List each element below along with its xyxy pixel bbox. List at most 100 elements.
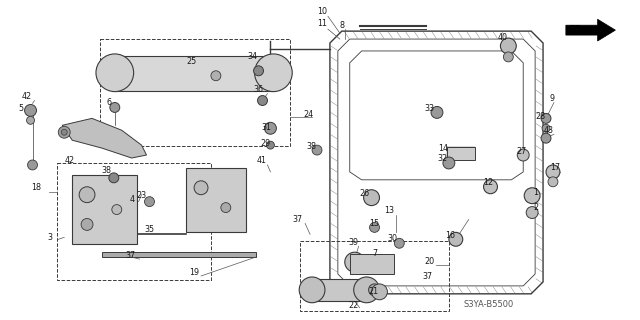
Text: 16: 16 [445,231,455,240]
Bar [186,168,246,232]
Text: 30: 30 [387,234,397,243]
Text: 23: 23 [136,191,147,200]
Circle shape [369,284,380,296]
Circle shape [541,133,551,143]
Circle shape [548,177,558,187]
Circle shape [264,122,276,134]
Text: 3: 3 [48,233,53,242]
Circle shape [253,66,264,76]
Circle shape [517,149,529,161]
Text: 7: 7 [372,249,377,258]
Text: 31: 31 [262,123,271,132]
Text: 34: 34 [248,52,257,61]
Circle shape [221,203,231,212]
Circle shape [96,54,134,92]
Text: 39: 39 [349,238,359,247]
Circle shape [372,284,387,300]
Circle shape [443,157,455,169]
Bar [300,241,449,311]
Bar [312,279,367,301]
Text: 15: 15 [369,219,380,228]
Circle shape [79,187,95,203]
Circle shape [24,105,36,116]
Text: 8: 8 [339,21,344,30]
Circle shape [194,181,208,195]
Text: 24: 24 [303,110,313,119]
Text: 17: 17 [550,164,560,172]
Circle shape [27,116,35,124]
Circle shape [524,188,540,204]
Text: 37: 37 [422,272,432,282]
Text: 28: 28 [535,112,545,121]
Circle shape [449,232,463,246]
Circle shape [110,102,120,112]
Circle shape [364,190,380,206]
Circle shape [28,160,38,170]
Circle shape [58,126,70,138]
Text: 25: 25 [186,57,196,66]
Circle shape [211,71,221,81]
Circle shape [109,173,119,183]
Text: 41: 41 [257,156,266,165]
Circle shape [61,129,67,135]
Circle shape [546,165,560,179]
Bar [115,56,273,91]
Circle shape [500,38,516,54]
Text: 5: 5 [18,104,23,113]
Text: 10: 10 [317,7,327,16]
Text: 37: 37 [125,251,136,260]
Text: 38: 38 [102,166,112,175]
Text: 29: 29 [260,139,271,148]
Text: 43: 43 [544,126,554,135]
Circle shape [257,96,268,106]
Text: 42: 42 [22,92,31,101]
Text: 14: 14 [438,144,448,153]
Text: 21: 21 [369,287,379,296]
Text: 6: 6 [106,98,111,107]
Polygon shape [566,19,616,41]
Circle shape [145,197,154,207]
Text: 19: 19 [189,268,199,276]
Text: 38: 38 [306,142,316,151]
Circle shape [541,113,551,123]
Text: 33: 33 [424,104,434,113]
Text: 37: 37 [292,215,302,224]
Text: 2: 2 [534,203,539,212]
Circle shape [504,52,513,62]
Text: 1: 1 [534,188,539,197]
Circle shape [394,238,404,248]
Bar [100,39,291,146]
Text: 26: 26 [360,189,370,198]
Text: 22: 22 [349,301,359,310]
Circle shape [112,204,122,214]
Circle shape [266,141,275,149]
Text: 35: 35 [145,225,154,234]
Circle shape [312,145,322,155]
Bar [72,175,136,244]
Circle shape [81,219,93,230]
Text: 42: 42 [64,156,74,165]
Circle shape [431,107,443,118]
Bar [58,163,211,280]
Text: 13: 13 [385,206,394,215]
Text: 36: 36 [253,85,264,94]
Text: 27: 27 [516,147,526,156]
Polygon shape [62,118,147,158]
Circle shape [484,180,497,194]
Text: 9: 9 [549,94,554,103]
Circle shape [374,256,385,266]
Circle shape [299,277,325,303]
Circle shape [372,255,387,269]
Text: 4: 4 [129,195,134,204]
Circle shape [354,277,380,303]
Text: 18: 18 [31,183,42,192]
Bar [102,252,255,257]
Text: 12: 12 [483,178,493,187]
Text: FR.: FR. [568,25,586,35]
Circle shape [526,207,538,219]
Text: 32: 32 [438,154,448,163]
Circle shape [345,252,365,272]
Text: 11: 11 [317,19,327,28]
Bar [447,147,475,160]
Text: 40: 40 [497,33,508,42]
